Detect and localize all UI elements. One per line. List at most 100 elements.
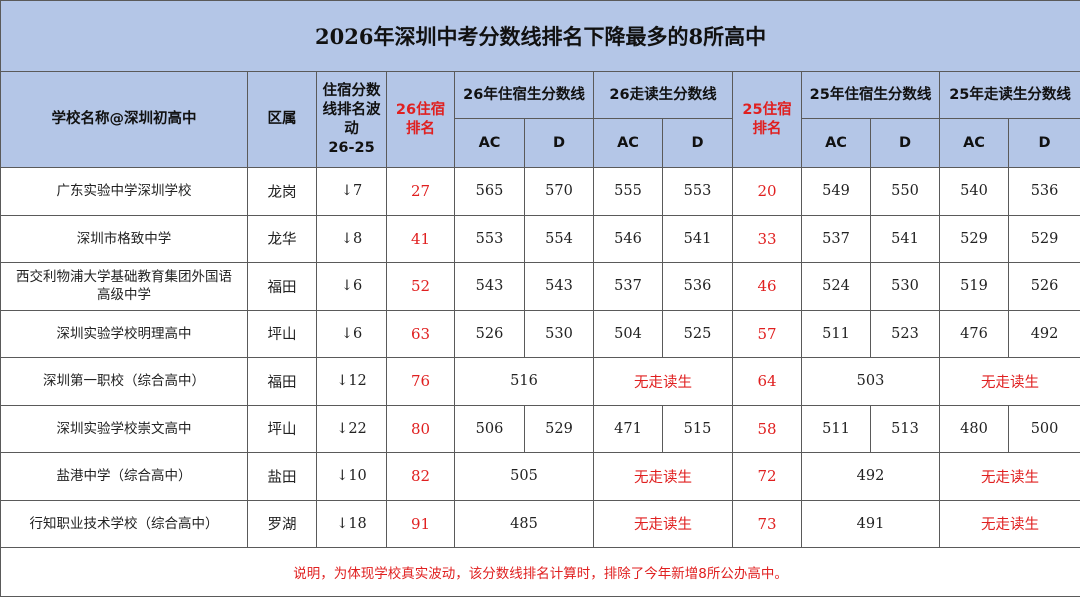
rank-25: 72 [732,452,802,501]
day25-ac: 540 [939,167,1009,216]
day25-d: 492 [1007,309,1080,358]
day25-ac: 480 [939,404,1009,453]
res25-d: 530 [870,262,940,311]
school-name: 盐港中学（综合高中） [0,452,248,501]
school-name: 深圳实验学校崇文高中 [0,404,248,453]
header-res25-d: D [870,118,940,168]
rank-change: ↓6 [316,262,387,311]
district: 坪山 [247,309,317,358]
rank-change: ↓10 [316,452,387,501]
res25-ac: 511 [801,309,871,358]
district: 福田 [247,262,317,311]
res26-ac: 553 [454,214,525,263]
res25-ac: 537 [801,214,871,263]
header-rank-25: 25住宿 排名 [732,71,802,168]
table-row: 深圳市格致中学 龙华 ↓8 41 553 554 546 541 33 537 … [0,214,1080,263]
res26-score: 485 [454,499,594,548]
header-res-26: 26年住宿生分数线 [454,71,594,119]
res26-d: 554 [524,214,594,263]
day26-ac: 504 [593,309,663,358]
school-name: 行知职业技术学校（综合高中） [0,499,248,548]
day26-ac: 471 [593,404,663,453]
header-rank-change-line4: 26-25 [328,139,375,156]
table-row: 广东实验中学深圳学校 龙岗 ↓7 27 565 570 555 553 20 5… [0,167,1080,216]
res26-d: 543 [524,262,594,311]
table-row: 西交利物浦大学基础教育集团外国语 高级中学 福田 ↓6 52 543 543 5… [0,262,1080,311]
rank-26: 52 [386,262,455,311]
school-name: 深圳第一职校（综合高中） [0,357,248,406]
rank-25: 20 [732,167,802,216]
res26-ac: 565 [454,167,525,216]
res26-d: 570 [524,167,594,216]
day25-none: 无走读生 [938,452,1080,501]
rank-change: ↓8 [316,214,387,263]
district: 坪山 [247,404,317,453]
rank-26: 41 [386,214,455,263]
res26-score: 505 [454,452,594,501]
res26-ac: 526 [454,309,525,358]
rank-25: 73 [732,499,802,548]
table-row: 深圳实验学校明理高中 坪山 ↓6 63 526 530 504 525 57 5… [0,309,1080,358]
res26-d: 530 [524,309,594,358]
page-title: 2026年深圳中考分数线排名下降最多的8所高中 [0,0,1080,72]
rank-26: 80 [386,404,455,453]
day26-none: 无走读生 [593,357,733,406]
day25-none: 无走读生 [938,357,1080,406]
day25-d: 500 [1007,404,1080,453]
table-row: 深圳第一职校（综合高中） 福田 ↓12 76 516 无走读生 64 503 无… [0,357,1080,406]
header-school: 学校名称@深圳初高中 [0,71,248,168]
rank-change: ↓22 [316,404,387,453]
district: 罗湖 [247,499,317,548]
res26-ac: 506 [454,404,525,453]
res25-score: 491 [801,499,940,548]
header-res26-ac: AC [454,118,525,168]
table-row: 行知职业技术学校（综合高中） 罗湖 ↓18 91 485 无走读生 73 491… [0,499,1080,548]
header-rank-change-line2: 线排名波 [322,101,381,118]
rank-25: 33 [732,214,802,263]
res25-d: 541 [870,214,940,263]
res25-d: 523 [870,309,940,358]
header-day26-ac: AC [593,118,663,168]
day25-ac: 476 [939,309,1009,358]
day26-d: 541 [662,214,733,263]
day25-d: 536 [1007,167,1080,216]
header-rank-change: 住宿分数 线排名波 动 26-25 [316,71,387,168]
rank-change: ↓6 [316,309,387,358]
header-rank-26-line1: 26住宿 [395,101,446,118]
res26-ac: 543 [454,262,525,311]
day26-d: 515 [662,404,733,453]
header-rank-change-line1: 住宿分数 [322,82,381,99]
header-rank-26-line2: 排名 [406,120,435,137]
table-row: 盐港中学（综合高中） 盐田 ↓10 82 505 无走读生 72 492 无走读… [0,452,1080,501]
district: 盐田 [247,452,317,501]
day25-none: 无走读生 [938,499,1080,548]
day26-d: 553 [662,167,733,216]
district: 龙华 [247,214,317,263]
res25-ac: 524 [801,262,871,311]
header-day-26: 26走读生分数线 [593,71,733,119]
school-name-line2: 高级中学 [97,287,151,304]
day26-d: 525 [662,309,733,358]
day25-ac: 519 [939,262,1009,311]
rank-25: 57 [732,309,802,358]
res25-ac: 549 [801,167,871,216]
res25-d: 550 [870,167,940,216]
header-res26-d: D [524,118,594,168]
day26-ac: 537 [593,262,663,311]
day26-none: 无走读生 [593,499,733,548]
header-day26-d: D [662,118,733,168]
table-row: 深圳实验学校崇文高中 坪山 ↓22 80 506 529 471 515 58 … [0,404,1080,453]
res26-score: 516 [454,357,594,406]
res25-score: 492 [801,452,940,501]
rank-change: ↓7 [316,167,387,216]
header-rank-26: 26住宿 排名 [386,71,455,168]
day26-ac: 555 [593,167,663,216]
day25-d: 529 [1007,214,1080,263]
district: 龙岗 [247,167,317,216]
rank-26: 76 [386,357,455,406]
school-name: 深圳市格致中学 [0,214,248,263]
district: 福田 [247,357,317,406]
header-res25-ac: AC [801,118,871,168]
day25-d: 526 [1007,262,1080,311]
